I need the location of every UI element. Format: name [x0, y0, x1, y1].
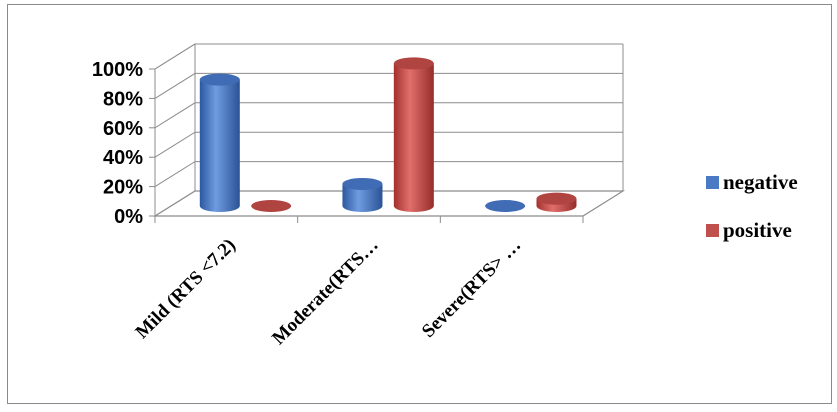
bar-positive [536, 192, 577, 213]
bar-negative [485, 200, 526, 212]
chart-side-wall [154, 43, 196, 217]
gridlines [154, 43, 623, 188]
legend-label-positive: positive [723, 218, 792, 242]
value-axis: 0% 20% 40% 60% 80% 100% [92, 59, 584, 228]
y-tick-label: 40% [103, 147, 143, 169]
y-tick-label: 100% [92, 59, 143, 81]
gridline [154, 161, 623, 188]
category-label: Moderate(RTS… [268, 235, 382, 349]
category-label: Mild (RTS <7.2) [132, 235, 240, 343]
y-tick-label: 20% [103, 177, 143, 199]
bar-body [199, 79, 240, 213]
bar-top [199, 73, 240, 86]
legend-label-negative: negative [723, 170, 798, 194]
legend-swatch-positive [706, 224, 719, 237]
bar-top [342, 177, 383, 190]
gridline [154, 131, 623, 158]
bar-body [342, 183, 383, 213]
gridline [154, 43, 623, 70]
y-tick-label: 0% [114, 206, 143, 228]
bar-top [393, 57, 434, 70]
bar-negative [342, 177, 383, 213]
y-tick-label: 60% [103, 118, 143, 140]
legend-swatch-negative [706, 176, 719, 189]
bar-body [393, 63, 434, 213]
y-tick-label: 80% [103, 88, 143, 110]
bar-top [251, 200, 292, 212]
bar-positive [251, 200, 292, 212]
bar-negative [199, 73, 240, 213]
bar-positive [393, 57, 434, 213]
gridline [154, 102, 623, 129]
bar-top [536, 192, 577, 205]
bar-top [485, 200, 526, 212]
bars [199, 57, 577, 213]
category-label: Severe(RTS> … [418, 235, 525, 342]
gridline [154, 72, 623, 99]
category-axis: Mild (RTS <7.2) Moderate(RTS… Severe(RTS> … [132, 235, 526, 349]
legend: negative positive [706, 170, 798, 242]
